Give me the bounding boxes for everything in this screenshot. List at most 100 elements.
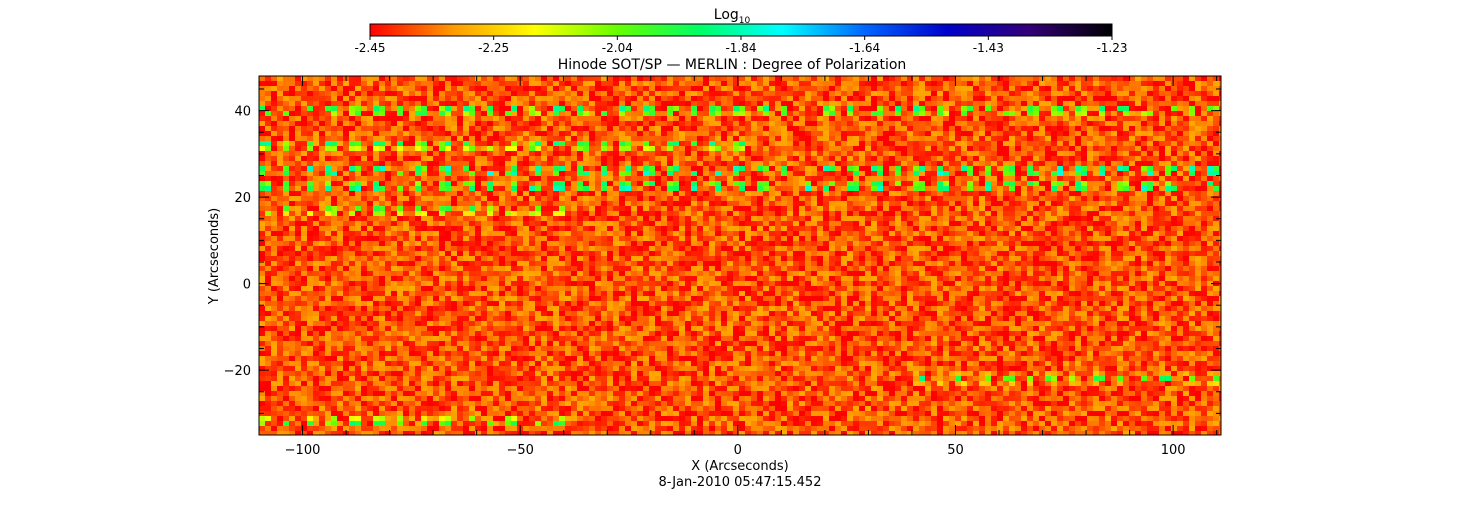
heatmap-cell bbox=[403, 96, 409, 101]
heatmap-cell bbox=[643, 146, 649, 151]
heatmap-cell bbox=[925, 91, 931, 96]
heatmap-cell bbox=[691, 181, 697, 186]
heatmap-cell bbox=[571, 76, 577, 81]
heatmap-cell bbox=[493, 201, 499, 206]
heatmap-cell bbox=[1153, 206, 1159, 211]
heatmap-cell bbox=[1021, 156, 1027, 161]
heatmap-cell bbox=[1129, 151, 1135, 156]
heatmap-cell bbox=[889, 116, 895, 121]
heatmap-cell bbox=[307, 76, 313, 81]
heatmap-cell bbox=[409, 76, 415, 81]
heatmap-cell bbox=[1027, 181, 1033, 186]
heatmap-cell bbox=[409, 146, 415, 151]
heatmap-cell bbox=[1003, 191, 1009, 196]
heatmap-cell bbox=[355, 196, 361, 201]
heatmap-cell bbox=[637, 136, 643, 141]
heatmap-cell bbox=[895, 206, 901, 211]
heatmap-cell bbox=[523, 121, 529, 126]
heatmap-cell bbox=[337, 116, 343, 121]
heatmap-cell bbox=[1033, 121, 1039, 126]
heatmap-cell bbox=[1189, 126, 1195, 131]
heatmap-cell bbox=[265, 191, 271, 196]
heatmap-cell bbox=[847, 126, 853, 131]
heatmap-cell bbox=[1123, 171, 1129, 176]
heatmap-cell bbox=[319, 76, 325, 81]
heatmap-cell bbox=[379, 91, 385, 96]
heatmap-cell bbox=[331, 126, 337, 131]
heatmap-cell bbox=[511, 226, 517, 231]
heatmap-cell bbox=[763, 146, 769, 151]
heatmap-cell bbox=[457, 86, 463, 91]
heatmap-cell bbox=[385, 221, 391, 226]
heatmap-cell bbox=[565, 116, 571, 121]
heatmap-cell bbox=[709, 81, 715, 86]
heatmap-cell bbox=[379, 181, 385, 186]
heatmap-cell bbox=[739, 206, 745, 211]
heatmap-cell bbox=[667, 76, 673, 81]
heatmap-cell bbox=[481, 201, 487, 206]
heatmap-cell bbox=[403, 211, 409, 216]
heatmap-cell bbox=[379, 106, 385, 111]
heatmap-cell bbox=[1105, 186, 1111, 191]
heatmap-cell bbox=[787, 151, 793, 156]
heatmap-cell bbox=[823, 121, 829, 126]
heatmap-cell bbox=[319, 206, 325, 211]
heatmap-cell bbox=[1045, 201, 1051, 206]
heatmap-cell bbox=[607, 121, 613, 126]
heatmap-cell bbox=[817, 216, 823, 221]
heatmap-cell bbox=[547, 96, 553, 101]
heatmap-cell bbox=[271, 76, 277, 81]
heatmap-cell bbox=[943, 81, 949, 86]
heatmap-cell bbox=[793, 116, 799, 121]
heatmap-cell bbox=[847, 76, 853, 81]
heatmap-cell bbox=[937, 151, 943, 156]
heatmap-cell bbox=[325, 86, 331, 91]
heatmap-cell bbox=[859, 166, 865, 171]
heatmap-cell bbox=[739, 76, 745, 81]
heatmap-cell bbox=[943, 121, 949, 126]
heatmap-cell bbox=[829, 176, 835, 181]
heatmap-cell bbox=[1153, 191, 1159, 196]
heatmap-cell bbox=[1189, 141, 1195, 146]
heatmap-cell bbox=[547, 126, 553, 131]
heatmap-cell bbox=[889, 146, 895, 151]
heatmap-cell bbox=[1213, 181, 1219, 186]
heatmap-cell bbox=[787, 76, 793, 81]
heatmap-cell bbox=[385, 146, 391, 151]
heatmap-cell bbox=[823, 131, 829, 136]
heatmap-cell bbox=[1099, 196, 1105, 201]
heatmap-cell bbox=[937, 101, 943, 106]
heatmap-cell bbox=[499, 96, 505, 101]
heatmap-cell bbox=[799, 216, 805, 221]
heatmap-cell bbox=[655, 141, 661, 146]
heatmap-cell bbox=[901, 121, 907, 126]
heatmap-cell bbox=[439, 171, 445, 176]
heatmap-cell bbox=[565, 91, 571, 96]
heatmap-cell bbox=[721, 76, 727, 81]
heatmap-cell bbox=[709, 111, 715, 116]
heatmap-cell bbox=[1027, 166, 1033, 171]
heatmap-cell bbox=[511, 126, 517, 131]
heatmap-cell bbox=[385, 106, 391, 111]
heatmap-cell bbox=[925, 181, 931, 186]
heatmap-cell bbox=[721, 171, 727, 176]
heatmap-cell bbox=[631, 116, 637, 121]
heatmap-cell bbox=[355, 201, 361, 206]
heatmap-cell bbox=[313, 86, 319, 91]
heatmap-cell bbox=[325, 181, 331, 186]
heatmap-cell bbox=[1135, 166, 1141, 171]
heatmap-cell bbox=[703, 136, 709, 141]
heatmap-cell bbox=[1081, 81, 1087, 86]
heatmap-cell bbox=[1027, 226, 1033, 231]
heatmap-cell bbox=[1189, 151, 1195, 156]
heatmap-cell bbox=[541, 161, 547, 166]
heatmap-cell bbox=[811, 116, 817, 121]
heatmap-cell bbox=[1219, 116, 1221, 121]
heatmap-cell bbox=[457, 186, 463, 191]
heatmap-cell bbox=[457, 226, 463, 231]
heatmap-cell bbox=[847, 166, 853, 171]
heatmap-cell bbox=[529, 171, 535, 176]
heatmap-cell bbox=[601, 121, 607, 126]
heatmap-cell bbox=[931, 211, 937, 216]
heatmap-cell bbox=[595, 186, 601, 191]
